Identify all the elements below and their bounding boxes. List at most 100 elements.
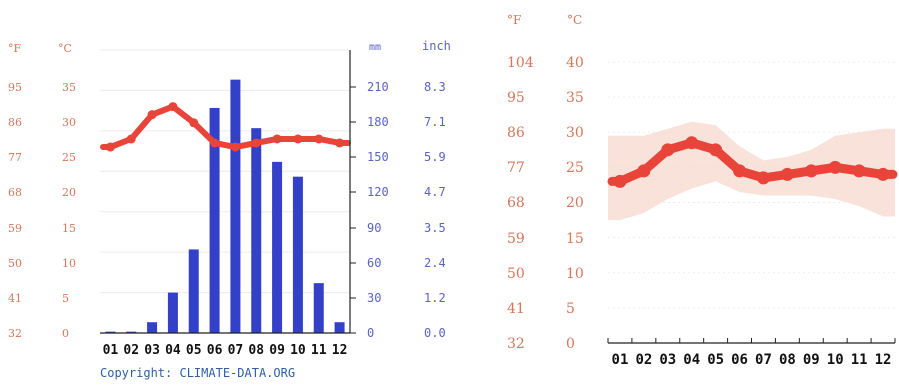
temperature-line bbox=[100, 103, 351, 151]
y-tick-f: 32 bbox=[507, 336, 525, 352]
temperature-point bbox=[685, 136, 699, 150]
x-tick-label: 01 bbox=[612, 352, 629, 368]
y-tick-f: 86 bbox=[8, 116, 22, 129]
precip-bar bbox=[188, 249, 199, 333]
x-tick-label: 11 bbox=[311, 343, 327, 358]
y-tick-c: 20 bbox=[566, 195, 584, 211]
x-tick-label: 04 bbox=[165, 343, 181, 358]
temperature-point bbox=[780, 167, 794, 181]
temperature-point bbox=[147, 110, 157, 120]
x-tick-label: 07 bbox=[755, 352, 772, 368]
y-ticks-right: 104 40 95 35 86 30 77 25 68 20 59 15 50 10 41 5 32 0 bbox=[507, 55, 584, 352]
y-tick-inch: 0.0 bbox=[424, 326, 446, 340]
y-tick-c: 5 bbox=[566, 301, 575, 317]
unit-f-right: °F bbox=[507, 13, 521, 27]
temperature-point bbox=[272, 134, 282, 144]
x-tick-label: 12 bbox=[875, 352, 892, 368]
x-tick-label: 05 bbox=[186, 343, 202, 358]
y-tick-f: 50 bbox=[8, 257, 22, 270]
y-tick-inch: 2.4 bbox=[424, 256, 446, 270]
y-tick-inch: 4.7 bbox=[424, 185, 446, 199]
copyright-label: Copyright: CLIMATE-DATA.ORG bbox=[100, 366, 295, 380]
y-tick-f: 68 bbox=[8, 186, 22, 199]
y-tick-inch: 3.5 bbox=[424, 221, 446, 235]
y-tick-f: 32 bbox=[8, 327, 22, 340]
y-tick-f: 86 bbox=[507, 125, 525, 141]
x-tick-label: 08 bbox=[248, 343, 264, 358]
unit-c-left: °C bbox=[58, 42, 72, 55]
y-tick-mm: 150 bbox=[367, 150, 389, 164]
y-tick-c: 0 bbox=[62, 327, 69, 340]
y-tick-c: 30 bbox=[62, 116, 76, 129]
x-tick-label: 06 bbox=[207, 343, 223, 358]
x-tick-label: 02 bbox=[123, 343, 139, 358]
temperature-line-left bbox=[100, 102, 351, 152]
y-tick-c: 20 bbox=[62, 186, 76, 199]
precip-bar bbox=[292, 176, 303, 333]
y-tick-f: 50 bbox=[507, 266, 525, 282]
precip-bar bbox=[230, 79, 241, 334]
temperature-point bbox=[189, 118, 199, 128]
y-tick-inch: 8.3 bbox=[424, 80, 446, 94]
y-tick-f: 95 bbox=[507, 90, 525, 106]
precip-bar bbox=[209, 107, 220, 333]
y-tick-c: 5 bbox=[62, 292, 69, 305]
y-tick-mm: 90 bbox=[367, 221, 381, 235]
temperature-point bbox=[335, 138, 345, 148]
y-tick-f: 41 bbox=[8, 292, 22, 305]
y-tick-mm: 0 bbox=[367, 326, 374, 340]
precip-bar bbox=[251, 128, 262, 333]
y-tick-f: 95 bbox=[8, 81, 22, 94]
precip-bar bbox=[126, 331, 137, 333]
temperature-point bbox=[210, 138, 220, 148]
x-ticks-right: 01 02 03 04 05 06 07 08 09 10 11 12 bbox=[607, 338, 896, 368]
precip-bar bbox=[147, 322, 158, 333]
y-tick-mm: 210 bbox=[367, 80, 389, 94]
y-tick-c: 40 bbox=[566, 55, 584, 71]
temperature-point bbox=[876, 167, 890, 181]
precip-bar bbox=[313, 283, 324, 333]
unit-inch: inch bbox=[422, 39, 451, 53]
y-tick-f: 41 bbox=[507, 301, 525, 317]
y-tick-c: 15 bbox=[566, 231, 584, 247]
temperature-point bbox=[756, 171, 770, 185]
y-tick-c: 25 bbox=[566, 160, 584, 176]
y-tick-inch: 1.2 bbox=[424, 291, 446, 305]
temperature-point bbox=[613, 174, 627, 188]
y-tick-mm: 60 bbox=[367, 256, 381, 270]
x-tick-label: 11 bbox=[851, 352, 868, 368]
precip-bar bbox=[334, 322, 345, 333]
gridlines-left bbox=[100, 49, 350, 294]
y-tick-c: 35 bbox=[62, 81, 76, 94]
temperature-line-right bbox=[607, 136, 898, 188]
x-tick-label: 04 bbox=[683, 352, 700, 368]
x-tick-label: 01 bbox=[103, 343, 119, 358]
unit-c-right: °C bbox=[567, 13, 582, 27]
x-tick-label: 03 bbox=[659, 352, 676, 368]
y-tick-inch: 7.1 bbox=[424, 115, 446, 129]
x-tick-label: 07 bbox=[228, 343, 244, 358]
temperature-point bbox=[126, 134, 136, 144]
precip-bar bbox=[272, 161, 283, 333]
y-tick-c: 35 bbox=[566, 90, 584, 106]
y-tick-c: 30 bbox=[566, 125, 584, 141]
precipitation-bars bbox=[105, 79, 345, 334]
y-tick-c: 0 bbox=[566, 336, 575, 352]
temperature-point bbox=[293, 134, 303, 144]
x-tick-label: 08 bbox=[779, 352, 796, 368]
temperature-point bbox=[230, 142, 240, 152]
precip-bar bbox=[105, 331, 116, 333]
x-tick-label: 09 bbox=[803, 352, 820, 368]
temperature-point bbox=[168, 102, 178, 112]
y-tick-inch: 5.9 bbox=[424, 150, 446, 164]
x-ticks-left: 01 02 03 04 05 06 07 08 09 10 11 12 bbox=[103, 343, 348, 358]
temperature-point bbox=[733, 164, 747, 178]
climate-chart-left: °F °C mm inch 95 35 210 8.3 86 30 180 7.1 77 25 15… bbox=[8, 39, 451, 380]
y-tick-f: 59 bbox=[507, 231, 525, 247]
y-tick-f: 104 bbox=[507, 55, 534, 71]
y-ticks-left: 95 35 210 8.386 30 180 7.177 25 150 5.968 20 120 4.7… bbox=[8, 80, 446, 340]
x-tick-label: 06 bbox=[731, 352, 748, 368]
y-tick-f: 77 bbox=[8, 151, 22, 164]
x-tick-label: 09 bbox=[269, 343, 285, 358]
